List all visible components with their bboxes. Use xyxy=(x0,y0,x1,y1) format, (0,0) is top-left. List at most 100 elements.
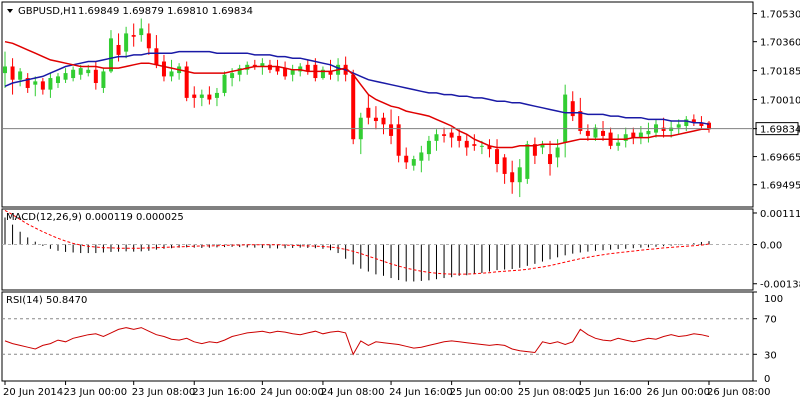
candle-body xyxy=(646,130,651,135)
macd-panel-frame xyxy=(1,208,754,291)
rsi-axis: 100 70 30 0 xyxy=(753,291,783,385)
candle-body xyxy=(669,127,674,131)
moving-averages xyxy=(4,40,710,149)
candle-body xyxy=(487,145,492,150)
macd-axis: 0.00111 0.00 -0.00138 xyxy=(753,209,800,291)
candle-body xyxy=(328,71,333,75)
candle-body xyxy=(601,130,606,136)
candle-body xyxy=(457,135,462,141)
candle-body xyxy=(108,38,113,72)
candle-body xyxy=(495,149,500,165)
time-tick-label: 26 Jun 08:00 xyxy=(707,387,771,398)
candle-body xyxy=(298,66,303,72)
ma-fast-line xyxy=(4,40,709,149)
candle-body xyxy=(305,64,310,72)
candle-body xyxy=(252,64,257,67)
time-tick-label: 24 Jun 08:00 xyxy=(321,387,385,398)
candle-body xyxy=(525,144,530,179)
macd-tick-label: -0.00138 xyxy=(760,280,800,291)
rsi-line xyxy=(4,327,710,356)
time-tick-label: 26 Jun 00:00 xyxy=(646,387,710,398)
candle-body xyxy=(578,111,583,131)
candle-body xyxy=(55,76,60,84)
candle-body xyxy=(78,68,83,75)
candle-body xyxy=(691,119,696,123)
chevron-down-icon[interactable] xyxy=(7,9,13,13)
candle-body xyxy=(351,74,356,140)
candle-body xyxy=(585,130,590,136)
rsi-title: RSI(14) 50.8470 xyxy=(6,295,87,306)
candle-body xyxy=(434,134,439,141)
price-tick-label: 1.69834 xyxy=(760,125,800,136)
candle-body xyxy=(563,94,568,143)
candle-body xyxy=(33,81,38,85)
rsi-panel[interactable]: 100 70 30 0 RSI(14) 50.8470 xyxy=(1,291,783,385)
rsi-tick-label: 100 xyxy=(764,294,783,305)
candle-body xyxy=(442,134,447,136)
price-tick-label: 1.70530 xyxy=(760,10,800,21)
price-panel-frame xyxy=(1,1,754,208)
time-tick-label: 23 Jun 16:00 xyxy=(192,387,256,398)
candle-body xyxy=(532,144,537,156)
candle-body xyxy=(154,48,159,65)
macd-panel[interactable]: 0.00111 0.00 -0.00138 MACD(12,26,9) 0.0001… xyxy=(1,208,800,291)
rsi-tick-label: 0 xyxy=(764,374,770,385)
rsi-levels xyxy=(2,318,753,355)
candle-body xyxy=(684,119,689,126)
candle-body xyxy=(631,132,636,138)
candle-body xyxy=(237,68,242,75)
candle-body xyxy=(245,64,250,70)
candle-body xyxy=(184,66,189,98)
price-tick-label: 1.70185 xyxy=(760,67,800,78)
candle-body xyxy=(222,74,227,93)
candle-body xyxy=(555,147,560,158)
candle-body xyxy=(116,44,121,55)
candle-body xyxy=(699,122,704,126)
candle-body xyxy=(230,73,235,79)
candle-body xyxy=(570,101,575,117)
candle-body xyxy=(199,94,204,98)
price-axis: 1.70530 1.70360 1.70185 1.70010 1.69834 1.696… xyxy=(753,10,800,192)
time-tick-label: 25 Jun 08:00 xyxy=(518,387,582,398)
candle-body xyxy=(540,144,545,148)
candle-body xyxy=(676,124,681,128)
candle-body xyxy=(419,152,424,161)
candle-body xyxy=(411,159,416,166)
candle-body xyxy=(366,107,371,118)
macd-tick-label: 0.00 xyxy=(760,241,782,252)
candle-body xyxy=(381,117,386,125)
candle-body xyxy=(25,78,30,88)
candle-body xyxy=(426,140,431,155)
candle-body xyxy=(707,122,711,130)
candle-body xyxy=(389,124,394,136)
candle-body xyxy=(63,73,68,80)
macd-tick-label: 0.00111 xyxy=(760,209,800,220)
ohlc-readout: 1.69849 1.69879 1.69810 1.69834 xyxy=(78,6,253,17)
candle-body xyxy=(146,33,151,49)
candle-body xyxy=(101,71,106,88)
time-tick-label: 25 Jun 00:00 xyxy=(450,387,514,398)
time-tick-label: 23 Jun 00:00 xyxy=(64,387,128,398)
candle-body xyxy=(275,66,280,72)
candle-body xyxy=(260,63,265,67)
candle-body xyxy=(373,117,378,122)
price-tick-label: 1.69665 xyxy=(760,153,800,164)
candle-body xyxy=(283,68,288,77)
rsi-panel-frame xyxy=(1,291,754,382)
macd-signal-line xyxy=(4,209,710,275)
candle-body xyxy=(71,69,76,79)
candle-body xyxy=(404,155,409,163)
candle-body xyxy=(510,172,515,183)
candle-body xyxy=(472,144,477,146)
price-tick-label: 1.70360 xyxy=(760,38,800,49)
candle-body xyxy=(10,66,15,80)
price-tick-label: 1.70010 xyxy=(760,96,800,107)
rsi-tick-label: 30 xyxy=(764,350,777,361)
candle-body xyxy=(124,33,129,52)
time-tick-label: 24 Jun 16:00 xyxy=(389,387,453,398)
candle-body xyxy=(449,132,454,138)
price-panel[interactable]: 1.70530 1.70360 1.70185 1.70010 1.69834 1.696… xyxy=(1,1,800,208)
candle-body xyxy=(93,69,98,84)
candle-body xyxy=(517,167,522,183)
